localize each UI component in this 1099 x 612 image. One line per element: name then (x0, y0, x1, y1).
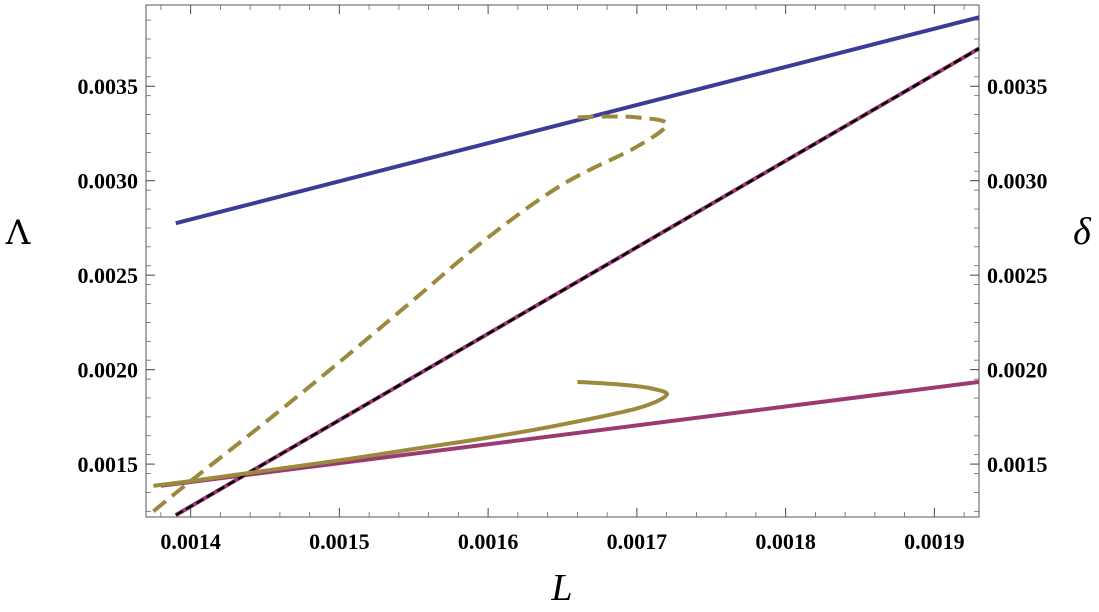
plot-frame (145, 4, 980, 518)
x-tick-label: 0.0017 (607, 529, 668, 554)
series-line-6 (152, 114, 669, 513)
y-tick-label-right: 0.0030 (987, 169, 1048, 194)
y-tick-label-left: 0.0020 (78, 358, 139, 383)
y-axis-label-right: δ (1073, 211, 1092, 253)
y-tick-label-left: 0.0030 (78, 169, 139, 194)
series-line-1 (175, 15, 980, 226)
x-tick-label: 0.0018 (755, 529, 816, 554)
y-tick-label-right: 0.0015 (987, 452, 1048, 477)
x-tick-label: 0.0016 (458, 529, 519, 554)
y-tick-label-left: 0.0035 (78, 74, 139, 99)
y-tick-label-left: 0.0015 (78, 452, 139, 477)
y-tick-label-left: 0.0025 (78, 263, 139, 288)
x-tick-label: 0.0014 (160, 529, 221, 554)
series-line-2 (160, 379, 980, 488)
x-tick-label: 0.0015 (309, 529, 370, 554)
y-tick-label-right: 0.0020 (987, 358, 1048, 383)
series-line-4 (175, 47, 980, 517)
x-tick-label: 0.0019 (904, 529, 965, 554)
x-axis-label: L (550, 567, 572, 609)
series-line-5 (153, 379, 669, 488)
y-tick-label-right: 0.0035 (987, 74, 1048, 99)
y-axis-label-left: Λ (5, 213, 31, 253)
y-tick-label-right: 0.0025 (987, 263, 1048, 288)
